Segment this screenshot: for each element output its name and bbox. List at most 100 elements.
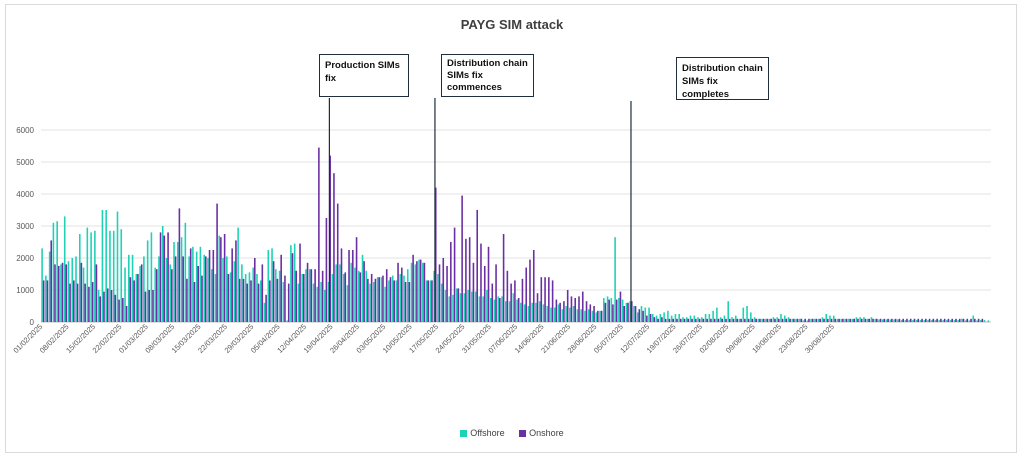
annotation-line: Production SIMs — [325, 60, 400, 71]
bar-onshore — [269, 280, 271, 322]
bar-offshore — [116, 211, 119, 322]
bar-onshore — [876, 318, 878, 322]
bar-offshore — [278, 270, 281, 322]
bar-onshore — [291, 253, 294, 322]
bar-offshore — [324, 290, 326, 322]
bar-onshore — [476, 210, 478, 322]
bar-onshore — [612, 304, 614, 322]
y-tick-label: 5000 — [16, 158, 34, 167]
bar-offshore — [693, 315, 696, 322]
bar-offshore — [659, 314, 662, 322]
annotation-distribution-fix-commences: Distribution chain SIMs fix commences — [441, 54, 534, 97]
bar-offshore — [817, 318, 820, 322]
bar-offshore — [71, 258, 74, 322]
bar-onshore — [970, 318, 972, 322]
bar-offshore — [629, 301, 631, 322]
bar-offshore — [455, 288, 458, 322]
bar-onshore — [589, 304, 592, 322]
bar-offshore — [52, 222, 55, 322]
bar-offshore — [410, 262, 413, 322]
bar-onshore — [306, 262, 309, 322]
bar-offshore — [226, 256, 228, 322]
bar-onshore — [529, 259, 531, 322]
bar-offshore — [474, 291, 477, 322]
bar-offshore — [554, 307, 556, 322]
bar-offshore — [587, 309, 590, 322]
bar-onshore — [766, 318, 769, 322]
bar-onshore — [212, 250, 215, 322]
legend-item-onshore: Onshore — [519, 428, 564, 438]
bar-offshore — [259, 280, 262, 322]
bar-offshore — [112, 230, 115, 322]
bar-offshore — [94, 230, 96, 322]
bar-offshore — [527, 306, 530, 322]
bar-offshore — [866, 318, 869, 322]
bar-offshore — [339, 264, 341, 322]
bar-onshore — [661, 317, 663, 322]
bar-offshore — [885, 319, 888, 322]
chart-legend: Offshore Onshore — [6, 428, 1018, 438]
bar-onshore — [73, 280, 75, 322]
bar-offshore — [154, 267, 156, 322]
bar-offshore — [493, 299, 496, 322]
y-tick-label: 4000 — [16, 190, 34, 199]
bar-onshore — [747, 318, 750, 322]
annotation-line: SIMs fix — [447, 70, 483, 81]
bar-offshore — [308, 269, 311, 322]
bar-onshore — [604, 302, 607, 322]
bar-onshore — [91, 282, 94, 322]
bar-offshore — [41, 248, 43, 322]
bar-onshore — [691, 318, 693, 322]
bar-onshore — [344, 272, 347, 322]
bar-onshore — [265, 294, 267, 322]
bar-offshore — [271, 248, 273, 322]
bar-offshore — [365, 270, 368, 322]
bar-offshore — [105, 210, 107, 322]
bar-onshore — [348, 250, 350, 322]
bar-onshore — [706, 318, 708, 322]
bar-onshore — [163, 235, 166, 322]
bar-offshore — [829, 315, 831, 322]
bar-offshore — [727, 301, 729, 322]
bar-offshore — [957, 320, 959, 322]
bar-offshore — [640, 306, 643, 322]
bar-onshore — [412, 254, 414, 322]
bar-onshore — [570, 296, 573, 322]
bar-onshore — [333, 173, 335, 322]
bar-offshore — [195, 251, 198, 322]
bar-offshore — [418, 259, 420, 322]
bar-offshore — [685, 317, 688, 322]
y-tick-label: 2000 — [16, 254, 34, 263]
bar-onshore — [551, 280, 554, 322]
bar-offshore — [927, 320, 929, 322]
bar-offshore — [851, 318, 854, 322]
bar-onshore — [717, 318, 720, 322]
bar-offshore — [757, 318, 760, 322]
bar-offshore — [546, 306, 549, 322]
bar-offshore — [750, 312, 752, 322]
bar-onshore — [864, 318, 867, 322]
bar-offshore — [218, 235, 221, 322]
bar-onshore — [559, 302, 561, 322]
bar-onshore — [148, 290, 151, 322]
bar-onshore — [231, 248, 233, 322]
bar-onshore — [110, 290, 113, 322]
bar-offshore — [765, 318, 767, 322]
bar-offshore — [350, 262, 353, 322]
bar-offshore — [848, 318, 850, 322]
bar-onshore — [902, 318, 904, 322]
bar-onshore — [687, 318, 690, 322]
bar-onshore — [796, 318, 799, 322]
bar-onshore — [845, 318, 848, 322]
bar-offshore — [810, 318, 812, 322]
bar-offshore — [576, 309, 579, 322]
bar-offshore — [923, 320, 926, 322]
bar-onshore — [781, 318, 784, 322]
bar-onshore — [461, 195, 463, 322]
bar-offshore — [636, 312, 639, 322]
bar-offshore — [561, 309, 564, 322]
bar-offshore — [471, 291, 473, 322]
bar-offshore — [48, 251, 51, 322]
bar-onshore — [804, 318, 806, 322]
bar-onshore — [585, 301, 588, 322]
